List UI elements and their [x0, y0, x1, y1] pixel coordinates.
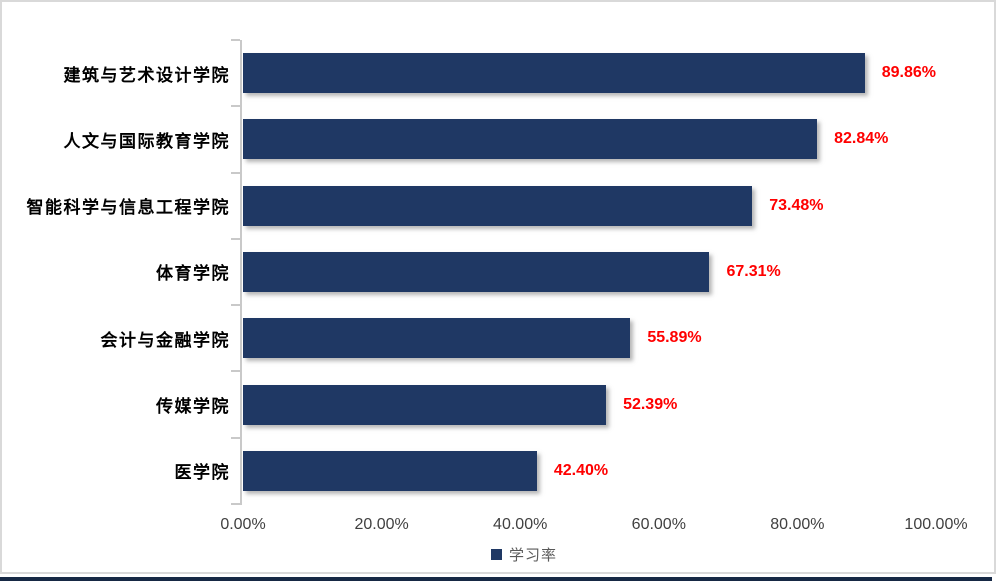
bar-track: 42.40%	[243, 438, 936, 504]
value-label: 73.48%	[769, 196, 824, 214]
category-label: 建筑与艺术设计学院	[63, 65, 230, 85]
value-label: 55.89%	[647, 329, 702, 347]
legend[interactable]: 学习率	[0, 544, 996, 565]
axis-tick	[231, 171, 240, 174]
bar[interactable]	[243, 119, 818, 160]
chart-row: 体育学院 67.31%	[2, 239, 936, 305]
bar[interactable]	[243, 450, 537, 491]
value-label: 67.31%	[726, 262, 781, 280]
chart-border-right	[994, 0, 996, 574]
axis-tick	[231, 105, 240, 108]
x-axis: 0.00% 20.00% 40.00% 60.00% 80.00% 100.00…	[220, 516, 967, 538]
bar-track: 67.31%	[243, 239, 936, 305]
axis-tick	[231, 436, 240, 439]
bar[interactable]	[243, 53, 865, 94]
axis-tick	[231, 304, 240, 307]
bar-track: 82.84%	[243, 106, 936, 172]
value-label: 82.84%	[834, 130, 889, 148]
bar-track: 52.39%	[243, 371, 936, 437]
category-label: 医学院	[174, 463, 230, 483]
chart-border-top	[0, 0, 996, 2]
legend-marker-icon	[490, 549, 502, 560]
value-label: 89.86%	[881, 64, 936, 82]
chart-row: 建筑与艺术设计学院 89.86%	[2, 40, 936, 106]
category-axis-ticks	[231, 39, 240, 505]
bottom-accent-line	[0, 577, 992, 581]
category-label: 会计与金融学院	[100, 330, 230, 350]
value-label: 52.39%	[623, 395, 678, 413]
chart-row: 人文与国际教育学院 82.84%	[2, 106, 936, 172]
x-axis-tick-label: 20.00%	[354, 516, 409, 533]
category-label: 体育学院	[156, 264, 230, 284]
legend-entry[interactable]: 学习率	[490, 544, 557, 565]
x-axis-tick-label: 60.00%	[631, 516, 686, 533]
bar[interactable]	[243, 384, 607, 425]
axis-tick	[231, 39, 240, 41]
category-label: 智能科学与信息工程学院	[26, 198, 230, 218]
chart-border-left	[0, 0, 2, 574]
axis-tick	[231, 503, 240, 505]
plot-area: 建筑与艺术设计学院 89.86% 人文与国际教育学院 82.84% 智能科学与信…	[2, 40, 936, 504]
x-axis-tick-label: 0.00%	[220, 516, 266, 533]
legend-label: 学习率	[508, 547, 557, 564]
category-label: 传媒学院	[156, 397, 230, 417]
bar[interactable]	[243, 318, 631, 359]
chart-row: 传媒学院 52.39%	[2, 371, 936, 437]
bar-track: 73.48%	[243, 173, 936, 239]
value-label: 42.40%	[553, 461, 609, 479]
x-axis-tick-label: 100.00%	[904, 516, 968, 533]
bar-track: 89.86%	[243, 40, 936, 106]
bar[interactable]	[243, 185, 753, 226]
chart-border-bottom	[0, 572, 996, 574]
bar-track: 55.89%	[243, 305, 936, 371]
chart-row: 会计与金融学院 55.89%	[2, 305, 936, 371]
axis-tick	[231, 237, 240, 240]
chart-row: 医学院 42.40%	[2, 438, 936, 504]
category-axis-line	[240, 40, 242, 505]
x-axis-tick-label: 80.00%	[770, 516, 825, 533]
axis-tick	[231, 370, 240, 373]
x-axis-tick-label: 40.00%	[493, 516, 548, 533]
chart-row: 智能科学与信息工程学院 73.48%	[2, 173, 936, 239]
category-label: 人文与国际教育学院	[63, 131, 230, 151]
bar[interactable]	[243, 251, 710, 292]
